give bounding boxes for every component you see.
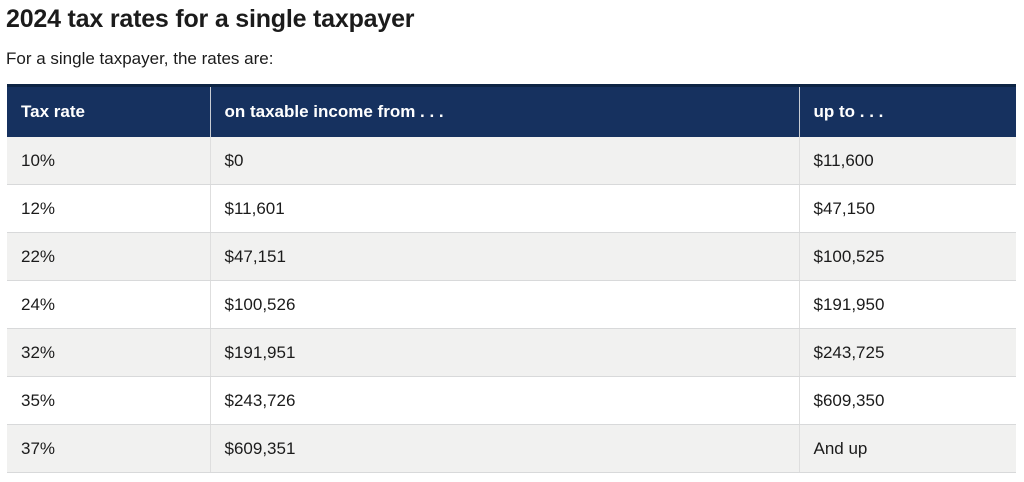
column-header-tax-rate: Tax rate	[7, 84, 210, 137]
table-row: 10% $0 $11,600	[7, 137, 1016, 185]
cell-income-from: $100,526	[209, 280, 799, 329]
column-header-up-to: up to . . .	[798, 84, 1016, 137]
cell-up-to: $100,525	[798, 232, 1016, 281]
page-title: 2024 tax rates for a single taxpayer	[6, 5, 415, 33]
cell-tax-rate: 37%	[7, 424, 210, 473]
cell-up-to: $243,725	[798, 328, 1016, 377]
cell-tax-rate: 24%	[7, 280, 210, 329]
tax-rates-table: Tax rate on taxable income from . . . up…	[7, 84, 1016, 473]
cell-up-to: $47,150	[798, 184, 1016, 233]
cell-income-from: $243,726	[209, 376, 799, 425]
cell-up-to: $191,950	[798, 280, 1016, 329]
cell-up-to: And up	[798, 424, 1016, 473]
table-row: 24% $100,526 $191,950	[7, 280, 1016, 329]
cell-up-to: $11,600	[798, 137, 1016, 185]
cell-tax-rate: 22%	[7, 232, 210, 281]
cell-tax-rate: 10%	[7, 137, 210, 185]
table-row: 12% $11,601 $47,150	[7, 184, 1016, 233]
cell-tax-rate: 35%	[7, 376, 210, 425]
column-header-income-from: on taxable income from . . .	[209, 84, 799, 137]
table-body: 10% $0 $11,600 12% $11,601 $47,150 22% $…	[7, 137, 1016, 473]
table-row: 37% $609,351 And up	[7, 424, 1016, 473]
cell-income-from: $609,351	[209, 424, 799, 473]
table-row: 32% $191,951 $243,725	[7, 328, 1016, 377]
cell-income-from: $191,951	[209, 328, 799, 377]
cell-up-to: $609,350	[798, 376, 1016, 425]
cell-tax-rate: 12%	[7, 184, 210, 233]
table-header-row: Tax rate on taxable income from . . . up…	[7, 84, 1016, 137]
table-row: 35% $243,726 $609,350	[7, 376, 1016, 425]
cell-income-from: $11,601	[209, 184, 799, 233]
table-header: Tax rate on taxable income from . . . up…	[7, 84, 1016, 137]
cell-income-from: $0	[209, 137, 799, 185]
table-row: 22% $47,151 $100,525	[7, 232, 1016, 281]
page-subtitle: For a single taxpayer, the rates are:	[6, 49, 274, 68]
cell-income-from: $47,151	[209, 232, 799, 281]
cell-tax-rate: 32%	[7, 328, 210, 377]
